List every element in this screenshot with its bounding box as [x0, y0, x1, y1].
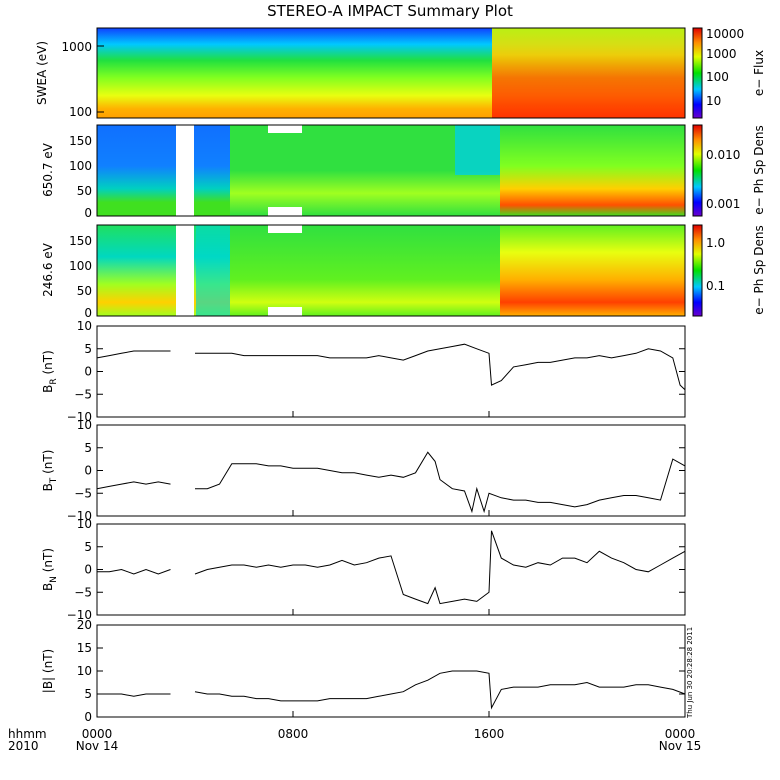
- pad-650-tick-150: 150: [69, 134, 92, 148]
- bn-series-line: [97, 530, 686, 605]
- bn-frame: [96, 523, 686, 616]
- pad-650-tick-0: 0: [84, 206, 92, 220]
- bmag-ytick-label: 0: [84, 710, 92, 724]
- pad-650-tick-50: 50: [77, 184, 92, 198]
- br-series-line: [96, 343, 686, 391]
- swea-cb-tick-10000: 10000: [706, 27, 744, 41]
- br-ytick-label: −5: [74, 387, 92, 401]
- br-y-label: BR (nT): [41, 350, 59, 393]
- pad-246-tick-50: 50: [77, 284, 92, 298]
- pad-650-y-label: 650.7 eV: [41, 142, 55, 197]
- pad-246-cb-label: e− Ph Sp Dens: [752, 225, 766, 314]
- time-tick-date-nov14: Nov 14: [76, 739, 119, 753]
- bn-ytick-label: −10: [67, 608, 92, 622]
- bmag-y-label: |B| (nT): [41, 649, 55, 693]
- bmag-ytick-label: 5: [84, 687, 92, 701]
- swea-tick-1000: 1000: [61, 40, 92, 54]
- bt-ytick-label: 0: [84, 464, 92, 478]
- br-ytick-label: 10: [77, 319, 92, 333]
- bt-y-label: BT (nT): [41, 450, 59, 492]
- bmag-ytick-label: 20: [77, 618, 92, 632]
- swea-colorbar: [692, 27, 703, 119]
- bmag-panel: 20 15 10 5 0 |B| (nT): [41, 618, 686, 724]
- bt-ytick-label: −5: [74, 486, 92, 500]
- pad-246-panel: 246.6 eV 150 100 50 0 1.0 0.1 e− Ph Sp D…: [41, 224, 766, 320]
- pad-650-cb-tick-0001: 0.001: [706, 197, 740, 211]
- bt-ytick-label: 5: [84, 441, 92, 455]
- br-frame: [96, 325, 686, 418]
- pad-246-cb-tick-01: 0.1: [706, 279, 725, 293]
- bn-y-label: BN (nT): [41, 548, 59, 591]
- bmag-frame: [96, 624, 686, 718]
- bt-panel: 10 5 0 −5 −10 BT (nT): [41, 418, 686, 523]
- swea-y-label: SWEA (eV): [35, 41, 49, 105]
- bn-ytick-label: 5: [84, 540, 92, 554]
- time-tick-0000: 0000: [82, 727, 113, 741]
- bt-ytick-label: −10: [67, 509, 92, 523]
- swea-tick-100: 100: [69, 105, 92, 119]
- bt-frame: [96, 424, 686, 517]
- swea-cb-tick-100: 100: [706, 70, 729, 84]
- swea-panel: SWEA (eV) 1000 100 10000 1000 100 10 e− …: [35, 27, 766, 119]
- pad-246-tick-100: 100: [69, 259, 92, 273]
- pad-650-tick-100: 100: [69, 159, 92, 173]
- br-ytick-label: −10: [67, 410, 92, 424]
- pad-246-colorbar: [692, 224, 703, 317]
- br-ytick-label: 5: [84, 342, 92, 356]
- magnetic-field-panels: 10 5 0 −5 −10 BR (nT) 10 5 0 −5 −10 BT (nT) 10 5 0 −5 −1…: [41, 319, 686, 724]
- pad-246-cb-tick-10: 1.0: [706, 236, 725, 250]
- swea-cb-tick-1000: 1000: [706, 47, 737, 61]
- time-axis-caption-hhmm: hhmm: [8, 727, 47, 741]
- time-tick-date-nov15: Nov 15: [659, 739, 702, 753]
- pad-650-cb-tick-0010: 0.010: [706, 148, 740, 162]
- bt-series-line: [96, 451, 686, 514]
- swea-cb-tick-10: 10: [706, 94, 721, 108]
- pad-650-panel: 650.7 eV 150 100 50 0 0.010 0.001 e− Ph …: [41, 124, 766, 220]
- time-axis: hhmm 2010 0000 Nov 14 0800 1600 0000 Nov…: [8, 727, 701, 753]
- time-tick-1600: 1600: [474, 727, 505, 741]
- pad-246-y-label: 246.6 eV: [41, 242, 55, 297]
- br-ytick-label: 0: [84, 365, 92, 379]
- bmag-series-line: [97, 670, 686, 710]
- pad-650-cb-label: e− Ph Sp Dens: [752, 125, 766, 214]
- plot-title: STEREO-A IMPACT Summary Plot: [267, 2, 513, 20]
- swea-cb-label: e− Flux: [752, 50, 766, 96]
- time-axis-caption-year: 2010: [8, 739, 39, 753]
- bn-ytick-label: −5: [74, 585, 92, 599]
- bn-panel: 10 5 0 −5 −10 BN (nT): [41, 517, 686, 622]
- time-tick-0000-end: 0000: [665, 727, 696, 741]
- bn-ytick-label: 10: [77, 517, 92, 531]
- bmag-ytick-label: 15: [77, 641, 92, 655]
- br-panel: 10 5 0 −5 −10 BR (nT): [41, 319, 686, 424]
- bmag-ytick-label: 10: [77, 664, 92, 678]
- bn-ytick-label: 0: [84, 563, 92, 577]
- time-tick-0800: 0800: [278, 727, 309, 741]
- pad-650-colorbar: [692, 124, 703, 217]
- generation-stamp: Thu Jun 30 20:28:28 2011: [686, 627, 694, 719]
- bt-ytick-label: 10: [77, 418, 92, 432]
- pad-246-tick-0: 0: [84, 306, 92, 320]
- pad-246-tick-150: 150: [69, 234, 92, 248]
